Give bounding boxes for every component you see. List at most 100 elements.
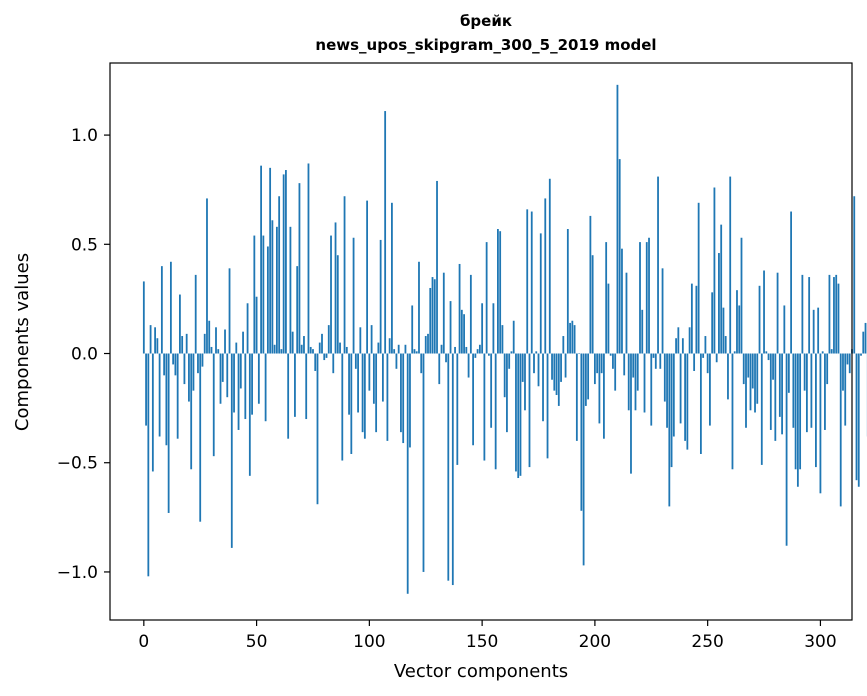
bar: [544, 198, 547, 354]
bar: [352, 237, 355, 354]
bar: [616, 84, 619, 354]
bar: [206, 198, 208, 354]
bar: [632, 353, 635, 378]
bar: [598, 353, 601, 424]
bar: [763, 270, 765, 354]
bar: [287, 353, 290, 439]
bar: [792, 353, 795, 428]
bar: [257, 353, 260, 404]
bar: [668, 353, 671, 507]
bar: [591, 255, 594, 354]
bar: [515, 353, 517, 472]
bar: [391, 202, 393, 354]
bar: [758, 285, 761, 354]
bar: [528, 353, 531, 468]
bar: [767, 353, 770, 361]
bar: [833, 277, 835, 354]
bar: [474, 353, 477, 358]
bar: [535, 351, 538, 354]
bar: [627, 353, 630, 411]
bar: [239, 353, 242, 389]
bar: [420, 353, 423, 374]
bar: [458, 263, 461, 354]
bar: [370, 325, 373, 354]
bar: [149, 325, 152, 354]
bar: [194, 274, 197, 354]
bar: [650, 353, 653, 426]
x-tick-label: 250: [691, 632, 723, 652]
bar: [722, 307, 725, 354]
bar: [483, 353, 486, 461]
bar: [418, 261, 420, 354]
bar: [778, 353, 781, 417]
bar: [657, 176, 659, 354]
bar: [142, 281, 145, 354]
bar: [217, 349, 220, 354]
bar: [296, 266, 299, 354]
bar: [294, 353, 296, 417]
bar: [271, 220, 274, 354]
bar: [785, 353, 788, 546]
bar: [160, 266, 163, 354]
bar: [618, 159, 621, 354]
bar: [765, 351, 768, 354]
bar: [348, 353, 350, 415]
bar: [300, 344, 303, 354]
bar: [273, 344, 276, 354]
bar: [614, 353, 617, 391]
bar: [499, 231, 502, 354]
bar: [314, 353, 317, 371]
bar: [185, 333, 188, 354]
bar: [260, 165, 262, 354]
bar: [677, 327, 680, 354]
bar: [413, 349, 416, 354]
bar: [309, 346, 312, 354]
bar: [442, 272, 445, 354]
bar: [467, 353, 470, 378]
bar: [503, 353, 506, 398]
y-tick-label: 0.5: [71, 235, 98, 255]
bar: [774, 353, 777, 441]
x-tick-label: 200: [579, 632, 611, 652]
bar: [670, 353, 673, 468]
bar: [742, 353, 745, 385]
bar: [400, 353, 402, 433]
bar: [555, 353, 558, 396]
bar: [339, 342, 341, 354]
bar: [332, 353, 335, 374]
bar: [183, 353, 186, 385]
bar: [282, 174, 285, 354]
bar: [747, 353, 750, 378]
bar: [323, 353, 326, 361]
bar: [537, 353, 540, 387]
bar: [661, 268, 664, 354]
bar: [864, 322, 867, 354]
bar: [215, 327, 217, 354]
bar: [736, 290, 738, 354]
bar: [372, 353, 375, 404]
bar: [228, 268, 231, 354]
bar: [524, 353, 526, 411]
bar: [810, 353, 813, 428]
bar: [219, 353, 222, 404]
bar: [621, 248, 623, 354]
bar: [494, 353, 497, 470]
bar: [526, 209, 529, 354]
bar: [208, 320, 211, 354]
bar: [291, 331, 294, 354]
bar: [244, 353, 247, 420]
bar: [429, 287, 432, 354]
bar: [539, 233, 542, 354]
bar: [517, 353, 520, 479]
chart-title: брейк: [460, 12, 512, 30]
bar: [478, 344, 481, 354]
bar: [603, 353, 605, 439]
bar: [237, 353, 240, 430]
bar: [808, 277, 811, 354]
bar: [235, 342, 238, 354]
bar: [848, 353, 851, 374]
bar: [357, 353, 359, 413]
bar: [359, 327, 362, 354]
bar: [787, 353, 790, 393]
bar: [145, 353, 147, 426]
